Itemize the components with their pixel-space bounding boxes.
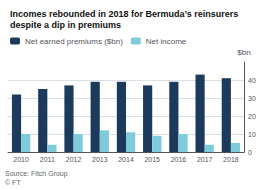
svg-text:30: 30 (248, 95, 256, 102)
svg-text:© FT: © FT (5, 179, 21, 186)
svg-text:$bn: $bn (237, 48, 250, 57)
svg-text:Source: Fitch Group: Source: Fitch Group (5, 170, 68, 178)
svg-text:2017: 2017 (197, 156, 213, 163)
svg-text:Net earned premiums ($bn): Net earned premiums ($bn) (25, 37, 123, 46)
svg-text:2011: 2011 (40, 156, 55, 163)
svg-text:2018: 2018 (223, 156, 239, 163)
svg-text:2014: 2014 (118, 156, 134, 163)
svg-text:2010: 2010 (13, 156, 29, 163)
svg-text:10: 10 (248, 131, 256, 138)
svg-text:20: 20 (248, 113, 256, 120)
svg-text:despite a dip in premiums: despite a dip in premiums (10, 20, 121, 30)
svg-text:2013: 2013 (92, 156, 108, 163)
svg-text:40: 40 (248, 77, 256, 84)
svg-text:2012: 2012 (66, 156, 82, 163)
svg-text:2016: 2016 (171, 156, 187, 163)
svg-text:Net income: Net income (146, 37, 187, 46)
svg-text:2015: 2015 (144, 156, 160, 163)
svg-text:Incomes rebounded in 2018 for: Incomes rebounded in 2018 for Bermuda’s … (10, 9, 241, 19)
svg-text:0: 0 (248, 149, 252, 156)
